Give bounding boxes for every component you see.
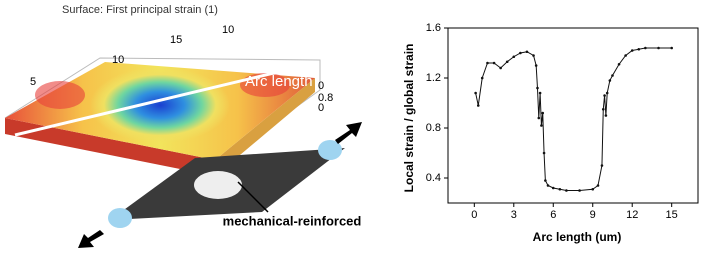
pointer [237, 181, 269, 213]
point [603, 94, 606, 97]
arrow [78, 230, 104, 248]
x-tick-label: 6 [550, 209, 556, 221]
point [565, 189, 568, 192]
x-tick-label: 0 [471, 209, 477, 221]
point [546, 184, 550, 187]
point [536, 86, 539, 90]
x-axis-title: Arc length (um) [533, 230, 622, 244]
point [476, 104, 480, 107]
point [617, 62, 621, 66]
arrow [335, 122, 362, 144]
x-tick-label: 9 [590, 209, 596, 221]
point [604, 114, 608, 117]
x-tick-label: 15 [666, 209, 678, 221]
y-tick-label: 1.2 [426, 72, 441, 84]
axis-label: 0 [318, 102, 324, 114]
y-tick-label: 0.4 [426, 172, 441, 184]
axis-label: 10 [112, 54, 124, 66]
plot-frame [447, 27, 699, 204]
strain-spot [90, 67, 230, 143]
point [540, 124, 543, 127]
point [541, 111, 545, 115]
y-tick-label: 1.6 [426, 22, 441, 34]
point [474, 91, 477, 95]
clamp [318, 140, 342, 160]
point [624, 54, 627, 57]
slab-side [5, 118, 215, 176]
simulation-illustration: Surface: First principal strain (1) Arc … [4, 4, 362, 248]
point [608, 79, 612, 82]
point [611, 74, 614, 77]
point [591, 187, 595, 191]
x-tick-label: 3 [511, 209, 517, 221]
point [532, 54, 535, 57]
point [644, 46, 647, 50]
x-tick-label: 12 [626, 209, 638, 221]
point [630, 49, 634, 52]
point [538, 91, 542, 95]
annotation: mechanical-reinforced [223, 213, 362, 228]
point [605, 91, 609, 95]
arc-line [14, 70, 279, 137]
axis-label: 5 [30, 76, 36, 88]
strain-spot [35, 81, 85, 109]
axis-label: 0 [318, 80, 324, 92]
point [525, 50, 529, 54]
point [505, 60, 509, 64]
y-axis-title: Local strain / global strain [402, 44, 416, 193]
point [657, 46, 660, 50]
arc-label: Arc length [245, 73, 313, 90]
point [600, 164, 604, 167]
point [637, 47, 641, 51]
point [551, 186, 555, 190]
point [537, 116, 541, 120]
slab-side [215, 78, 315, 176]
illustration-title: Surface: First principal strain (1) [62, 4, 218, 16]
clamp [108, 208, 132, 228]
axis-label: 10 [222, 24, 234, 36]
point [601, 107, 605, 111]
reinforced-spot [194, 171, 242, 199]
point [480, 76, 484, 80]
point [512, 55, 516, 59]
point [596, 184, 600, 187]
y-tick-label: 0.8 [426, 122, 441, 134]
point [578, 189, 581, 192]
point [542, 151, 546, 155]
point [492, 61, 496, 65]
axis-label: 15 [170, 34, 182, 46]
point [534, 64, 538, 67]
point [558, 187, 562, 191]
point [499, 66, 502, 70]
point [544, 179, 547, 182]
point [519, 51, 522, 55]
point [486, 61, 489, 65]
axis-label: 0.8 [318, 92, 333, 104]
point [670, 46, 673, 50]
line [475, 47, 672, 191]
